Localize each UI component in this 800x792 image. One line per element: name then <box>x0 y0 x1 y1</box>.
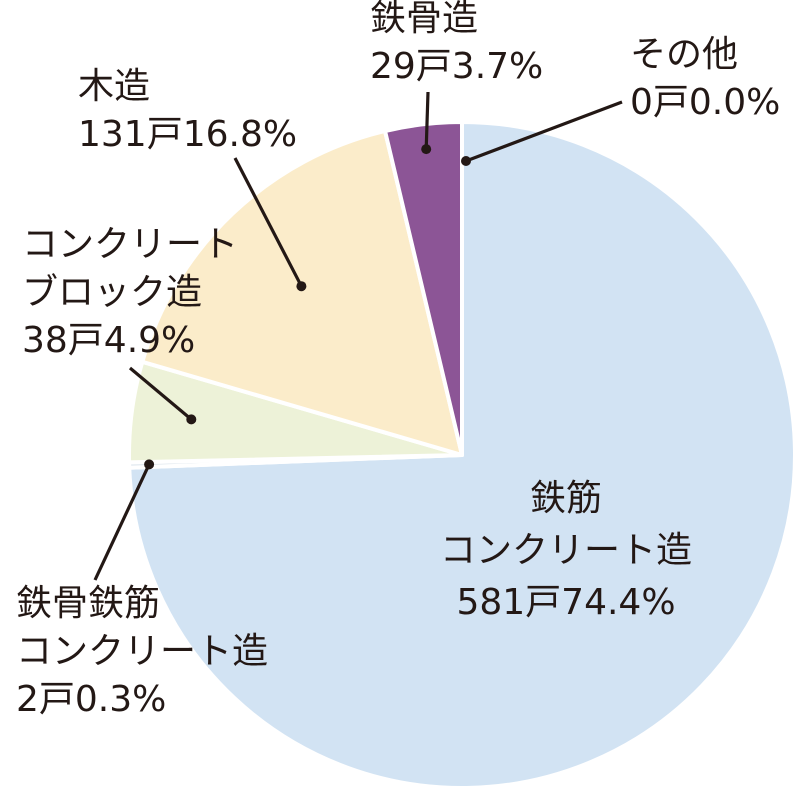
slice-5-leader-dot <box>421 144 432 155</box>
slice-3-label: コンクリートブロック造 38戸4.9% <box>22 224 238 361</box>
slice-6-leader-line <box>465 100 623 163</box>
slice-5-label-line-2: 29戸3.7% <box>370 46 543 87</box>
slice-1-label-line-1: 鉄筋 <box>530 478 602 519</box>
slice-3-leader-dot <box>186 414 197 425</box>
slice-6-label-line-1: その他 <box>630 34 738 75</box>
slice-2-label-line-1: 鉄骨鉄筋 <box>16 583 160 624</box>
slice-3-label-line-2: ブロック造 <box>22 272 202 313</box>
slice-5-label-line-1: 鉄骨造 <box>370 0 478 39</box>
slice-4-label-line-1: 木造 <box>78 66 150 107</box>
slice-4-leader-dot <box>296 281 307 292</box>
slice-4-wedge <box>140 129 464 457</box>
slice-4-label-line-2: 131戸16.8% <box>78 114 297 155</box>
slice-3-label-line-3: 38戸4.9% <box>22 320 195 361</box>
slice-5-wedge <box>383 120 464 457</box>
slice-6-leader-dot <box>461 156 471 166</box>
slice-2-label-line-2: コンクリート造 <box>16 631 268 672</box>
slice-1-label-line-3: 581戸74.4% <box>456 582 675 623</box>
slice-2-leader-dot <box>144 459 155 470</box>
slice-6-label: その他 0戸0.0% <box>630 34 780 123</box>
slice-labels: 鉄筋コンクリート造 581戸74.4%鉄骨鉄筋コンクリート造 2戸0.3%コンクリー… <box>16 0 780 720</box>
leader-lines <box>93 91 623 581</box>
slice-5-label: 鉄骨造 29戸3.7% <box>370 0 543 87</box>
slice-2-label: 鉄骨鉄筋コンクリート造 2戸0.3% <box>16 583 268 720</box>
slice-5-leader-line <box>424 91 430 150</box>
slice-6-label-line-2: 0戸0.0% <box>630 82 780 123</box>
slice-3-leader-line <box>128 366 193 421</box>
pie-slices <box>127 120 797 790</box>
slice-2-leader-line <box>93 463 151 581</box>
slice-1-label-line-2: コンクリート造 <box>440 530 692 571</box>
slice-2-label-line-3: 2戸0.3% <box>16 679 166 720</box>
slice-1-label: 鉄筋コンクリート造 581戸74.4% <box>440 478 692 623</box>
slice-4-label: 木造 131戸16.8% <box>78 66 297 155</box>
slice-3-label-line-1: コンクリート <box>22 224 238 265</box>
slice-4-leader-line <box>233 157 303 287</box>
